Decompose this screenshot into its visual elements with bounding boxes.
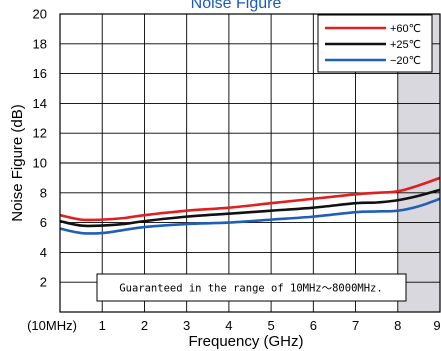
x-tick-label: 2 (141, 318, 148, 333)
x-tick-label: 4 (225, 318, 232, 333)
chart-title: Noise Figure (191, 0, 282, 12)
y-tick-label: 4 (40, 245, 47, 260)
guarantee-note-text: Guaranteed in the range of 10MHz～8000MHz… (119, 283, 382, 295)
x-tick-label: 8 (394, 318, 401, 333)
x-tick-labels: (10MHz) 1 2 3 4 5 6 7 8 9 (27, 318, 441, 333)
x-tick-label: 7 (352, 318, 359, 333)
legend-label: +60℃ (390, 23, 421, 35)
guarantee-note-box (96, 273, 407, 302)
plot-frame (59, 13, 441, 313)
series-layer (59, 176, 441, 235)
y-tick-labels: 2 4 6 8 10 12 14 16 18 20 (33, 7, 47, 290)
series-line (59, 188, 441, 228)
x-tick-label: 6 (310, 318, 317, 333)
legend-label: +25℃ (390, 39, 421, 51)
y-tick-label: 10 (33, 156, 47, 171)
y-tick-label: 14 (33, 96, 47, 111)
x-tick-label: 5 (267, 318, 274, 333)
x-tick-label: 3 (183, 318, 190, 333)
legend: +60℃ +25℃ −20℃ (317, 14, 433, 73)
y-axis-label: Noise Figure (dB) (9, 104, 26, 222)
series-line (59, 197, 441, 235)
y-tick-label: 20 (33, 7, 47, 22)
y-tick-label: 16 (33, 66, 47, 81)
x-tick-label: (10MHz) (27, 318, 77, 333)
y-tick-label: 6 (40, 215, 47, 230)
y-tick-label: 12 (33, 126, 47, 141)
x-axis-label: Frequency (GHz) (188, 333, 303, 350)
x-tick-label: 1 (99, 318, 106, 333)
legend-label: −20℃ (390, 55, 421, 67)
series-line (59, 176, 441, 222)
y-tick-label: 8 (40, 185, 47, 200)
x-tick-label: 9 (433, 318, 440, 333)
guarantee-note: Guaranteed in the range of 10MHz～8000MHz… (96, 273, 407, 302)
y-tick-label: 2 (40, 275, 47, 290)
y-tick-label: 18 (33, 36, 47, 51)
